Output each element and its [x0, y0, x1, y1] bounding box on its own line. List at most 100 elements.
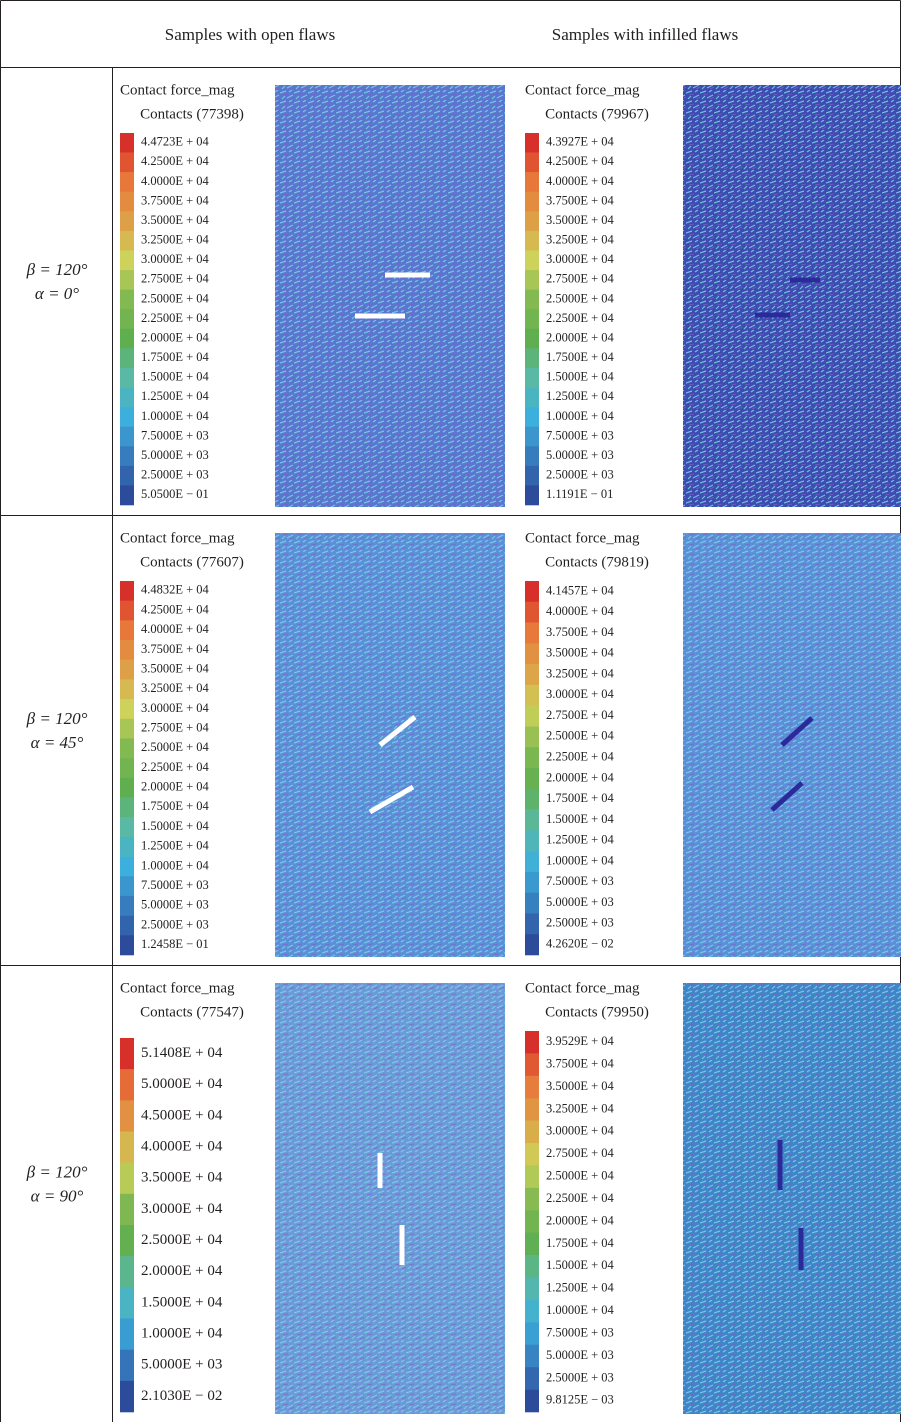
legend-swatch: [525, 892, 539, 914]
legend-swatch: [525, 747, 539, 769]
legend-swatch: [525, 934, 539, 956]
legend-swatch: [120, 797, 134, 818]
legend-label: 3.7500E + 04: [141, 193, 210, 207]
legend-swatch: [525, 1255, 539, 1278]
legend-label: 2.2500E + 04: [546, 749, 615, 763]
legend-label: 2.2500E + 04: [546, 1191, 615, 1205]
legend-swatch: [120, 935, 134, 956]
legend-swatch: [525, 465, 539, 486]
legend-swatch: [120, 1193, 134, 1226]
legend-swatch: [525, 601, 539, 623]
legend-label: 1.7500E + 04: [141, 799, 210, 813]
legend-label: 1.0000E + 04: [141, 1326, 223, 1342]
legend-label: 2.0000E + 04: [546, 770, 615, 784]
legend-swatch: [120, 485, 134, 506]
legend-swatch: [525, 348, 539, 369]
legend-label: 1.0000E + 04: [546, 1303, 615, 1317]
legend-swatch: [120, 309, 134, 330]
row-label: β = 120°: [26, 260, 88, 279]
legend-swatch: [120, 817, 134, 838]
legend-swatch: [120, 426, 134, 447]
legend-label: 3.7500E + 04: [546, 193, 615, 207]
legend-label: 3.2500E + 04: [546, 666, 615, 680]
legend-label: 5.0000E + 03: [141, 1357, 222, 1373]
legend-label: 9.8125E − 03: [546, 1393, 614, 1407]
flaw: [378, 715, 417, 747]
legend-label: 1.5000E + 04: [141, 819, 210, 833]
legend-label: 4.0000E + 04: [546, 174, 615, 188]
legend-label: 4.1457E + 04: [546, 583, 615, 597]
legend-swatch: [525, 705, 539, 727]
legend-label: 7.5000E + 03: [546, 874, 614, 888]
legend-label: 4.2620E − 02: [546, 936, 614, 950]
legend-swatch: [120, 600, 134, 621]
legend-swatch: [120, 876, 134, 897]
legend-swatch: [120, 581, 134, 601]
legend-swatch: [525, 1367, 539, 1390]
legend-swatch: [120, 152, 134, 173]
legend-label: 2.5000E + 03: [546, 468, 614, 482]
legend-swatch: [120, 1225, 134, 1257]
legend-swatch: [525, 1031, 539, 1054]
legend-swatch: [525, 289, 539, 310]
legend-swatch: [120, 640, 134, 661]
legend-label: 3.0000E + 04: [546, 252, 615, 266]
legend-swatch: [525, 485, 539, 506]
legend-swatch: [120, 133, 134, 153]
legend-label: 2.5000E + 04: [141, 291, 210, 305]
legend-swatch: [525, 1053, 539, 1077]
legend-label: 1.2500E + 04: [546, 1281, 615, 1295]
legend-label: 1.5000E + 04: [546, 812, 615, 826]
legend-label: 1.2458E − 01: [141, 937, 209, 951]
legend-title: Contact force_mag: [120, 980, 235, 996]
legend-title: Contact force_mag: [120, 530, 235, 546]
legend-label: 5.0500E − 01: [141, 487, 209, 501]
legend-swatch: [120, 172, 134, 193]
legend-label: 7.5000E + 03: [141, 428, 209, 442]
legend-label: 5.0000E + 04: [141, 1076, 223, 1092]
row-label: α = 45°: [31, 733, 84, 752]
legend-swatch: [525, 1165, 539, 1189]
legend-label: 3.5000E + 04: [141, 661, 210, 675]
legend-swatch: [120, 856, 134, 877]
legend-label: 3.5000E + 04: [141, 213, 210, 227]
legend-label: 1.5000E + 04: [141, 1294, 223, 1310]
sim-image-texture: [275, 85, 505, 507]
legend-label: 2.5000E + 04: [546, 291, 615, 305]
legend-label: 4.0000E + 04: [141, 1139, 223, 1155]
legend-label: 3.2500E + 04: [141, 233, 210, 247]
legend-label: 3.5000E + 04: [546, 213, 615, 227]
sim-image-texture: [275, 533, 505, 957]
legend-label: 5.0000E + 03: [546, 1348, 614, 1362]
legend-label: 2.1030E − 02: [141, 1388, 222, 1404]
legend-swatch: [120, 699, 134, 720]
legend-label: 1.0000E + 04: [546, 853, 615, 867]
legend-count: Contacts (79950): [545, 1004, 649, 1020]
legend-swatch: [120, 230, 134, 251]
legend-swatch: [525, 387, 539, 408]
legend-swatch: [525, 643, 539, 665]
legend-swatch: [120, 915, 134, 936]
legend-label: 2.5000E + 04: [141, 740, 210, 754]
legend-label: 1.0000E + 04: [141, 409, 210, 423]
legend-label: 1.0000E + 04: [141, 858, 210, 872]
legend-label: 4.0000E + 04: [141, 174, 210, 188]
legend-label: 2.7500E + 04: [546, 1146, 615, 1160]
legend-swatch: [120, 1131, 134, 1163]
legend-label: 3.0000E + 04: [141, 252, 210, 266]
legend-count: Contacts (79819): [545, 554, 649, 570]
flaw: [368, 784, 415, 815]
legend-label: 3.2500E + 04: [141, 681, 210, 695]
legend-swatch: [525, 1299, 539, 1323]
legend-label: 2.5000E + 03: [141, 917, 209, 931]
legend-label: 1.2500E + 04: [141, 389, 210, 403]
col-header: Samples with infilled flaws: [552, 25, 739, 44]
legend-swatch: [525, 871, 539, 893]
legend-swatch: [525, 1277, 539, 1301]
legend-label: 3.2500E + 04: [546, 233, 615, 247]
legend-label: 2.7500E + 04: [546, 708, 615, 722]
legend-swatch: [120, 1318, 134, 1350]
legend-label: 2.7500E + 04: [141, 721, 210, 735]
legend-label: 4.2500E + 04: [546, 154, 615, 168]
legend-label: 5.0000E + 03: [141, 448, 209, 462]
